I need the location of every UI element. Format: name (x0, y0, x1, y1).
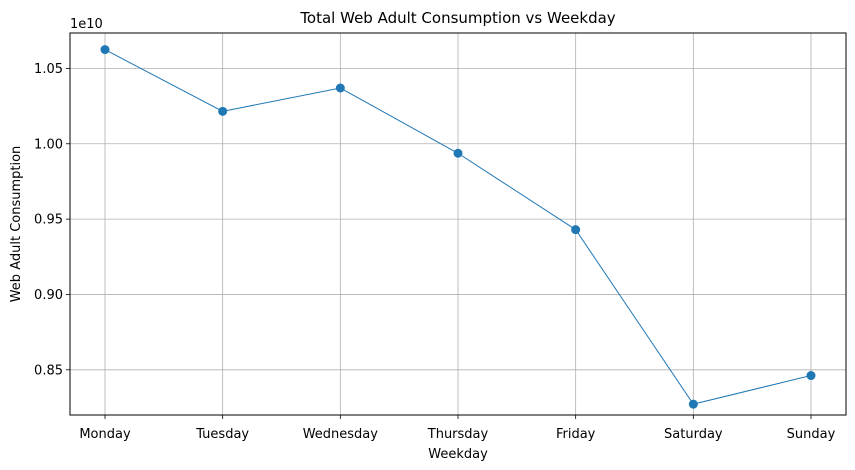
grid (70, 33, 846, 415)
y-tick-label: 1.05 (34, 62, 63, 77)
data-point (100, 45, 110, 55)
x-tick-label: Monday (79, 427, 131, 442)
series-layer (100, 45, 816, 409)
x-tick-label: Saturday (664, 427, 723, 442)
y-axis-offset-label: 1e10 (70, 17, 103, 32)
data-point (335, 83, 345, 93)
data-point (806, 371, 816, 381)
x-tick-label: Sunday (787, 427, 836, 442)
x-tick-label: Thursday (427, 427, 489, 442)
y-axis-label: Web Adult Consumption (9, 146, 24, 303)
y-tick-label: 0.95 (34, 213, 63, 228)
axis-ticks: Monday Tuesday Wednesday Thursday Friday Satu… (34, 62, 836, 442)
x-tick-label: Wednesday (303, 427, 379, 442)
x-tick-label: Friday (556, 427, 596, 442)
y-tick-label: 0.90 (34, 288, 63, 303)
data-point (571, 225, 581, 235)
x-tick-label: Tuesday (195, 427, 249, 442)
data-point (218, 106, 228, 116)
chart-title: Total Web Adult Consumption vs Weekday (299, 9, 615, 27)
data-point (453, 148, 463, 158)
y-tick-label: 1.00 (34, 137, 63, 152)
y-tick-label: 0.85 (34, 363, 63, 378)
x-axis-label: Weekday (428, 447, 488, 462)
data-point (688, 399, 698, 409)
